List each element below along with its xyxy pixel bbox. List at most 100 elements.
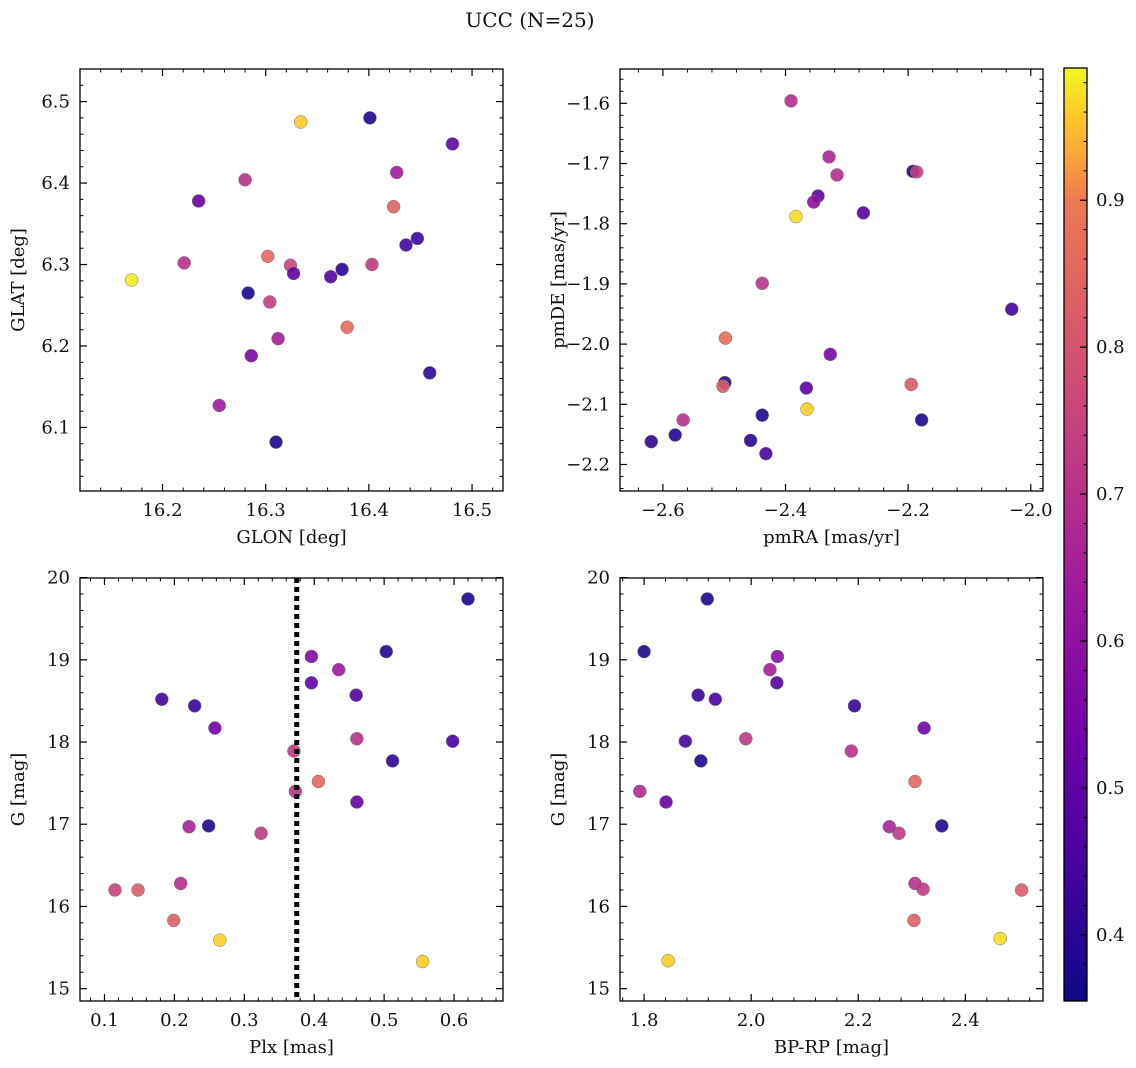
x-tick-label: 16.4 [349, 500, 389, 521]
x-axis-label: GLON [deg] [236, 527, 346, 548]
colorbar-tick-label: 0.7 [1096, 484, 1125, 505]
scatter-point [633, 784, 647, 799]
scatter-point [271, 331, 285, 346]
scatter-point [718, 331, 733, 345]
scatter-point [822, 150, 836, 164]
scatter-point [311, 774, 326, 789]
scatter-point [349, 688, 363, 702]
y-tick-label: 17 [587, 814, 610, 835]
scatter-point [892, 826, 906, 841]
scatter-point [694, 754, 708, 768]
scatter-point [287, 744, 301, 758]
y-tick-label: 6.4 [41, 173, 70, 194]
y-tick-label: −1.8 [566, 214, 610, 235]
scatter-point [847, 699, 862, 713]
colorbar-tick-label: 0.6 [1096, 631, 1125, 652]
scatter-point [363, 111, 377, 125]
x-tick-label: 0.3 [230, 1010, 259, 1031]
scatter-point [269, 435, 283, 449]
scatter-point [213, 933, 227, 947]
scatter-point [350, 731, 364, 746]
scatter-point [830, 168, 844, 182]
x-tick-label: 0.1 [90, 1010, 119, 1031]
scatter-point [755, 276, 769, 291]
x-tick-label: 0.5 [370, 1010, 399, 1031]
x-axis-label: Plx [mas] [249, 1037, 334, 1058]
scatter-point [350, 795, 364, 809]
scatter-point [166, 913, 181, 928]
y-tick-label: 6.2 [41, 336, 70, 357]
scatter-point [907, 913, 921, 928]
x-tick-label: −2.0 [1009, 500, 1053, 521]
scatter-point [1014, 883, 1029, 897]
scatter-point [844, 744, 859, 758]
scatter-point [799, 381, 814, 395]
scatter-panel-plx-g: 0.1 0.2 0.3 0.4 0.5 0.6 15 16 17 18 19 20 Plx [mas] G… [8, 568, 504, 1058]
colorbar-tick-label: 0.8 [1096, 337, 1125, 358]
scatter-point [331, 662, 346, 677]
scatter-point [661, 953, 675, 968]
x-tick-label: 2.4 [951, 1010, 980, 1031]
scatter-point [212, 398, 227, 413]
scatter-point [823, 347, 838, 362]
scatter-point [263, 295, 277, 309]
scatter-point [182, 819, 196, 834]
scatter-point [908, 876, 922, 891]
scatter-point [759, 446, 773, 461]
scatter-point [335, 262, 349, 277]
scatter-point [676, 413, 690, 427]
colorbar-tick-label: 0.9 [1096, 190, 1125, 211]
x-tick-label: 16.3 [246, 500, 286, 521]
x-tick-label: −2.6 [641, 500, 685, 521]
scatter-point [917, 721, 931, 735]
scatter-point [241, 286, 255, 300]
scatter-point [191, 194, 206, 208]
scatter-point [755, 408, 769, 422]
scatter-point [763, 662, 777, 677]
y-tick-label: −1.7 [566, 154, 610, 175]
scatter-point [415, 954, 430, 969]
scatter-point [124, 273, 139, 287]
scatter-point [386, 199, 401, 214]
scatter-point [708, 692, 723, 707]
y-tick-label: 15 [587, 979, 610, 1000]
y-tick-label: 6.1 [41, 417, 70, 438]
scatter-point [201, 819, 216, 833]
x-tick-label: 16.2 [142, 500, 182, 521]
x-tick-label: 0.4 [300, 1010, 329, 1031]
x-tick-label: 16.5 [452, 500, 492, 521]
scatter-point [173, 876, 188, 891]
scatter-point [340, 320, 354, 335]
scatter-point [208, 721, 222, 735]
scatter-point [261, 249, 275, 264]
y-tick-label: 18 [587, 732, 610, 753]
scatter-point [155, 692, 169, 707]
scatter-point [678, 734, 693, 748]
scatter-point [389, 165, 404, 180]
y-tick-label: −2.2 [566, 455, 610, 476]
scatter-point [1004, 302, 1019, 316]
x-axis-label: BP-RP [mag] [774, 1037, 889, 1058]
scatter-point [304, 649, 319, 664]
x-tick-label: 2.2 [844, 1010, 873, 1031]
y-tick-label: 19 [47, 650, 70, 671]
scatter-point [909, 165, 924, 179]
scatter-point [789, 209, 803, 224]
scatter-point [644, 434, 659, 449]
scatter-point [365, 257, 379, 272]
scatter-point [800, 402, 814, 416]
colorbar: 0.4 0.5 0.6 0.7 0.8 0.9 [1063, 67, 1125, 1002]
y-tick-label: −2.1 [566, 394, 610, 415]
y-tick-label: 16 [587, 896, 610, 917]
x-tick-label: 0.2 [160, 1010, 189, 1031]
colorbar-tick-label: 0.4 [1096, 925, 1125, 946]
y-tick-label: 16 [47, 896, 70, 917]
x-tick-label: 2.0 [737, 1010, 766, 1031]
axes-frame [619, 68, 1044, 492]
scatter-panel-pmra-pmde: −2.6 −2.4 −2.2 −2.0 −2.2 −2.1 −2.0 −1.9 −1.8 −1.7… [548, 68, 1053, 548]
y-tick-label: 17 [47, 814, 70, 835]
axes-frame [79, 577, 504, 1002]
scatter-point [882, 819, 897, 834]
y-tick-label: 15 [47, 979, 70, 1000]
figure-title: UCC (N=25) [465, 8, 594, 32]
